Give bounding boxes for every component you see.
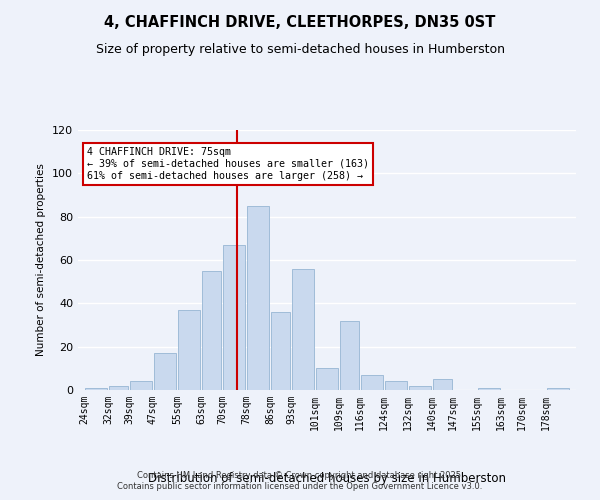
Bar: [409, 386, 431, 390]
Text: 4, CHAFFINCH DRIVE, CLEETHORPES, DN35 0ST: 4, CHAFFINCH DRIVE, CLEETHORPES, DN35 0S…: [104, 15, 496, 30]
Bar: [385, 382, 407, 390]
Bar: [109, 386, 128, 390]
Bar: [178, 310, 200, 390]
Text: 4 CHAFFINCH DRIVE: 75sqm
← 39% of semi-detached houses are smaller (163)
61% of : 4 CHAFFINCH DRIVE: 75sqm ← 39% of semi-d…: [87, 148, 369, 180]
Bar: [292, 268, 314, 390]
Bar: [154, 353, 176, 390]
Bar: [340, 320, 359, 390]
X-axis label: Distribution of semi-detached houses by size in Humberston: Distribution of semi-detached houses by …: [148, 472, 506, 485]
Bar: [433, 379, 452, 390]
Bar: [316, 368, 338, 390]
Text: Size of property relative to semi-detached houses in Humberston: Size of property relative to semi-detach…: [95, 42, 505, 56]
Bar: [271, 312, 290, 390]
Bar: [547, 388, 569, 390]
Bar: [223, 245, 245, 390]
Bar: [247, 206, 269, 390]
Text: Contains public sector information licensed under the Open Government Licence v3: Contains public sector information licen…: [118, 482, 482, 491]
Bar: [478, 388, 500, 390]
Text: Contains HM Land Registry data © Crown copyright and database right 2025.: Contains HM Land Registry data © Crown c…: [137, 471, 463, 480]
Bar: [85, 388, 107, 390]
Bar: [361, 375, 383, 390]
Bar: [202, 271, 221, 390]
Y-axis label: Number of semi-detached properties: Number of semi-detached properties: [37, 164, 46, 356]
Bar: [130, 382, 152, 390]
